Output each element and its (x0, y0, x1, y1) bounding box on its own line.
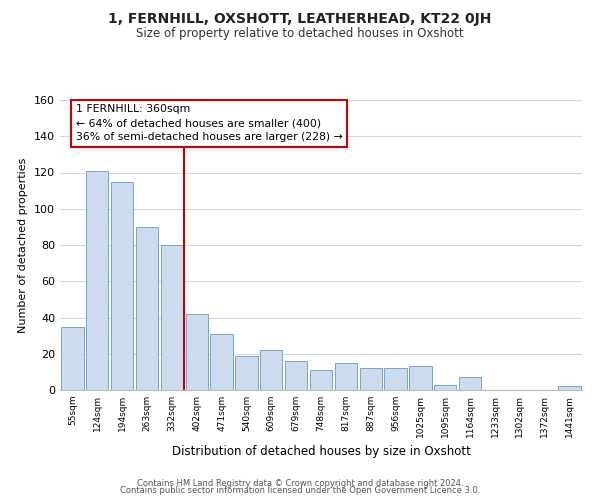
Bar (459, 378, 481, 390)
Text: 1 FERNHILL: 360sqm
← 64% of detached houses are smaller (400)
36% of semi-detach: 1 FERNHILL: 360sqm ← 64% of detached hou… (76, 104, 343, 142)
Bar (385, 368, 407, 390)
Bar (185, 314, 208, 390)
Bar (61, 326, 83, 390)
Bar (111, 182, 133, 390)
Bar (335, 363, 357, 390)
Bar (235, 356, 257, 390)
Bar (559, 386, 581, 390)
Text: 1, FERNHILL, OXSHOTT, LEATHERHEAD, KT22 0JH: 1, FERNHILL, OXSHOTT, LEATHERHEAD, KT22 … (109, 12, 491, 26)
Bar (260, 350, 283, 390)
Bar (285, 361, 307, 390)
Text: Contains public sector information licensed under the Open Government Licence 3.: Contains public sector information licen… (120, 486, 480, 495)
Text: Size of property relative to detached houses in Oxshott: Size of property relative to detached ho… (136, 28, 464, 40)
Bar (86, 170, 109, 390)
Bar (310, 370, 332, 390)
Y-axis label: Number of detached properties: Number of detached properties (19, 158, 28, 332)
Bar (136, 227, 158, 390)
Bar (359, 368, 382, 390)
Bar (161, 245, 183, 390)
Bar (211, 334, 233, 390)
Text: Contains HM Land Registry data © Crown copyright and database right 2024.: Contains HM Land Registry data © Crown c… (137, 478, 463, 488)
X-axis label: Distribution of detached houses by size in Oxshott: Distribution of detached houses by size … (172, 446, 470, 458)
Bar (434, 384, 457, 390)
Bar (409, 366, 431, 390)
